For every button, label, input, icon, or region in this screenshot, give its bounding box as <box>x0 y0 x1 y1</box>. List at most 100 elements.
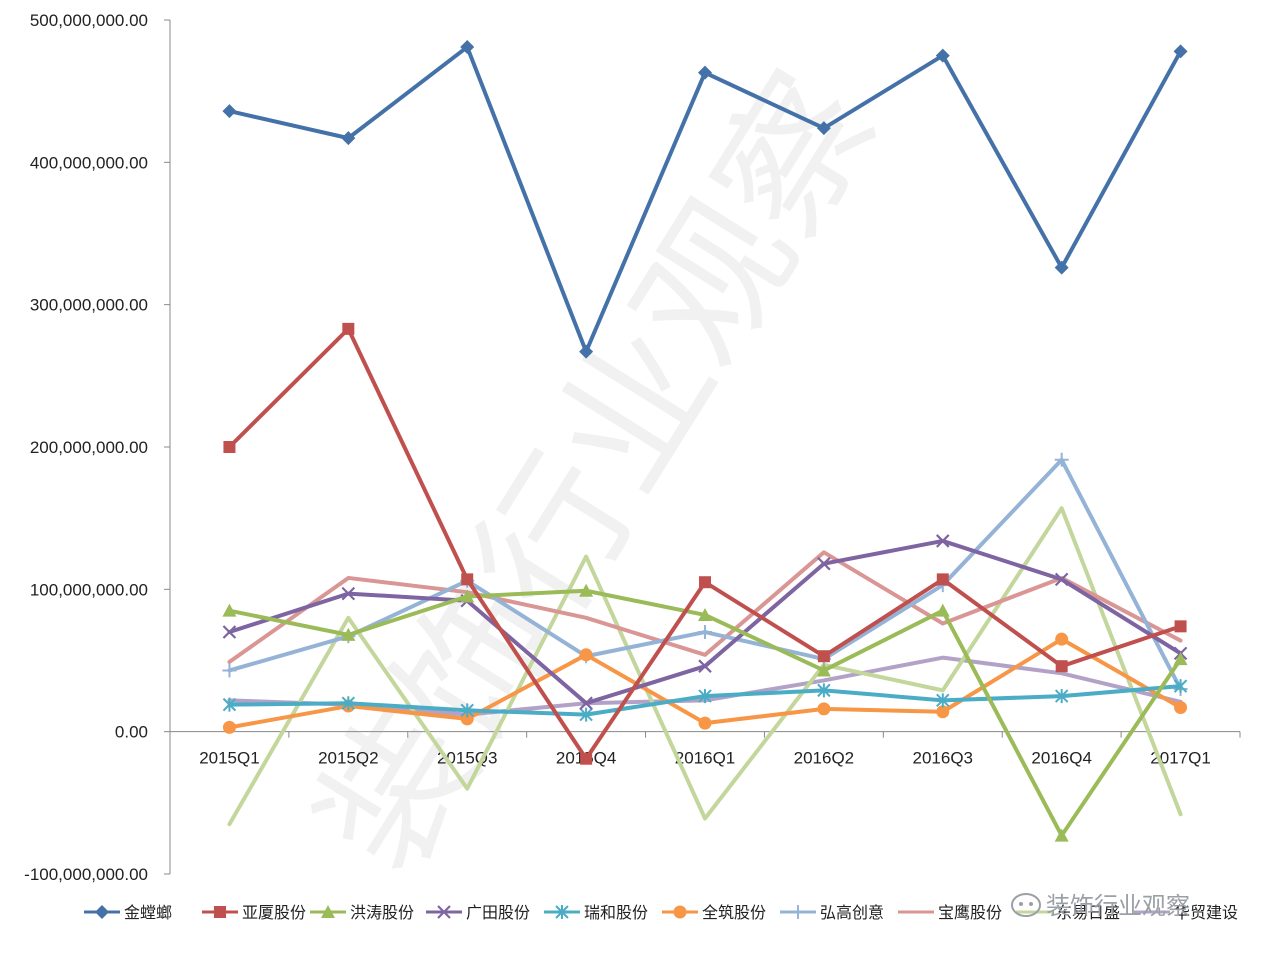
data-point <box>1173 44 1188 59</box>
x-tick-label: 2017Q1 <box>1150 749 1211 768</box>
legend-label: 广田股份 <box>466 903 530 922</box>
data-point <box>817 556 831 571</box>
x-tick-label: 2016Q3 <box>913 749 974 768</box>
legend-item: 弘高创意 <box>780 903 884 922</box>
watermark: 装饰行业观察 <box>285 45 909 900</box>
data-point <box>1054 828 1069 842</box>
data-point <box>461 573 474 586</box>
legend-marker <box>95 905 109 919</box>
data-point <box>1174 620 1187 633</box>
data-point <box>1054 689 1069 704</box>
legend-item: 宝鹰股份 <box>898 903 1002 922</box>
series-5 <box>222 679 1188 722</box>
legend-label: 洪涛股份 <box>350 903 414 922</box>
legend-marker <box>555 905 569 919</box>
legend-label: 金螳螂 <box>124 903 172 922</box>
data-point <box>1054 260 1069 275</box>
series-line <box>227 506 1183 827</box>
data-point <box>698 607 712 621</box>
chat-bubble-icon <box>1011 893 1041 917</box>
data-point <box>936 705 950 719</box>
data-point <box>579 707 593 722</box>
y-tick-label: 300,000,000.00 <box>30 296 148 315</box>
data-point <box>342 322 355 335</box>
series-6 <box>222 632 1188 734</box>
data-point <box>222 697 237 712</box>
series-9 <box>227 506 1183 827</box>
data-point <box>222 720 236 734</box>
data-point <box>698 65 712 80</box>
y-tick-label: 200,000,000.00 <box>30 438 148 457</box>
series-8 <box>227 550 1183 664</box>
data-point <box>222 104 237 119</box>
data-point <box>936 534 950 548</box>
data-point <box>699 576 711 589</box>
legend-item: 金螳螂 <box>84 903 172 922</box>
data-point <box>1173 652 1188 666</box>
data-point <box>1054 572 1069 587</box>
data-point <box>816 121 831 136</box>
series-2 <box>223 322 1187 765</box>
data-point <box>817 683 831 698</box>
data-point <box>817 650 830 663</box>
data-point <box>698 689 712 704</box>
data-point <box>341 131 356 146</box>
data-point <box>460 703 474 718</box>
data-point <box>222 625 237 639</box>
logo-text: 装饰行业观察 <box>1046 892 1190 920</box>
data-point <box>223 441 236 453</box>
legend-item: 东易日盛 <box>1016 903 1120 922</box>
x-tick-label: 2016Q4 <box>1031 749 1092 768</box>
data-point <box>935 603 950 617</box>
data-point <box>579 583 594 597</box>
logo: 装饰行业观察 <box>1011 892 1190 920</box>
data-point <box>816 663 831 677</box>
legend-marker <box>214 906 226 918</box>
data-point <box>1054 452 1069 467</box>
x-tick-label: 2016Q2 <box>794 749 855 768</box>
data-point <box>1055 660 1068 673</box>
data-point <box>460 712 474 726</box>
data-point <box>698 659 712 673</box>
data-point <box>460 589 475 603</box>
data-point <box>580 752 593 765</box>
x-tick-label: 2015Q1 <box>199 749 260 768</box>
data-point <box>222 663 237 678</box>
legend-label: 瑞和股份 <box>584 903 648 922</box>
watermark-text: 装饰行业观察 <box>285 45 909 900</box>
y-tick-label: 100,000,000.00 <box>30 580 148 599</box>
legend-item: 华贸建设 <box>1134 903 1238 922</box>
legend-marker <box>321 905 335 918</box>
series-3 <box>222 583 1188 842</box>
legend-item: 全筑股份 <box>662 903 766 922</box>
data-point <box>698 716 712 730</box>
y-tick-label: 500,000,000.00 <box>30 11 148 30</box>
chart-axes: -100,000,000.00 0.00 100,000,000.00 200,000… <box>24 11 1241 884</box>
y-tick-label: -100,000,000.00 <box>24 865 148 884</box>
legend-label: 东易日盛 <box>1056 903 1120 922</box>
data-point <box>579 344 594 359</box>
x-tick-label: 2016Q1 <box>675 749 736 768</box>
x-tick-label: 2015Q2 <box>318 749 379 768</box>
series-1 <box>222 40 1188 359</box>
data-point <box>698 625 712 640</box>
legend-label: 亚厦股份 <box>242 903 306 922</box>
data-point <box>1174 700 1188 714</box>
legend-label: 华贸建设 <box>1174 903 1238 922</box>
data-point <box>817 702 831 716</box>
data-point <box>341 586 356 601</box>
y-tick-label: 400,000,000.00 <box>30 153 148 172</box>
legend-marker <box>437 905 451 919</box>
data-point <box>460 40 475 55</box>
chart-series <box>222 40 1188 842</box>
legend-label: 宝鹰股份 <box>938 903 1002 922</box>
legend-marker <box>791 905 805 919</box>
series-line <box>227 550 1183 664</box>
legend-item: 亚厦股份 <box>202 903 306 922</box>
data-point <box>579 648 593 662</box>
legend-item: 洪涛股份 <box>310 903 414 922</box>
data-point <box>1173 679 1188 694</box>
legend-label: 全筑股份 <box>702 903 766 922</box>
data-point <box>936 573 949 586</box>
